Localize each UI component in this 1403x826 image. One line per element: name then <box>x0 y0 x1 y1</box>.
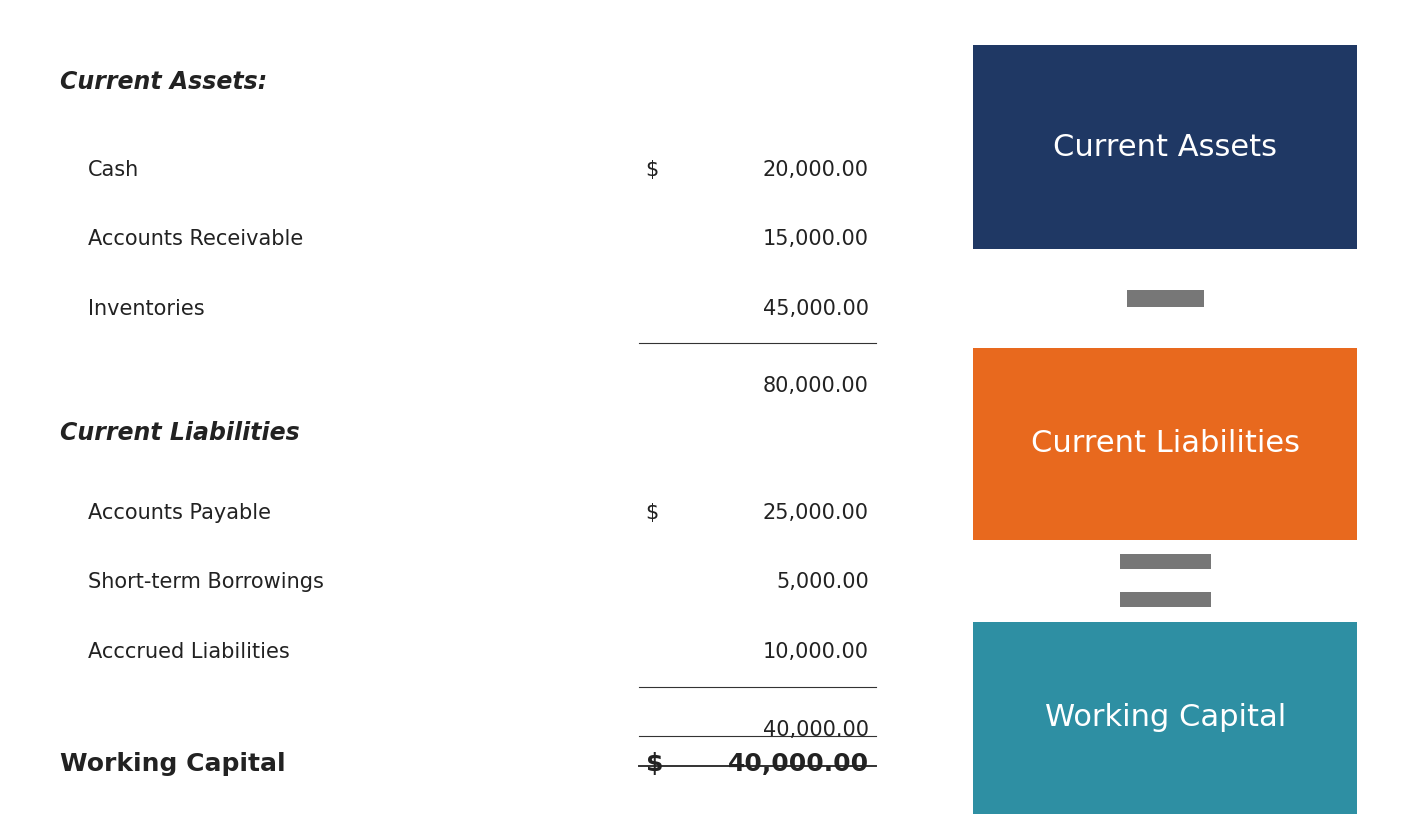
FancyBboxPatch shape <box>1120 554 1211 569</box>
Text: Short-term Borrowings: Short-term Borrowings <box>88 572 324 592</box>
Text: 25,000.00: 25,000.00 <box>763 503 868 523</box>
FancyBboxPatch shape <box>974 45 1357 249</box>
FancyBboxPatch shape <box>1127 291 1204 306</box>
Text: 15,000.00: 15,000.00 <box>763 229 868 249</box>
Text: 40,000.00: 40,000.00 <box>728 752 868 776</box>
Text: 20,000.00: 20,000.00 <box>763 159 868 179</box>
Text: $: $ <box>645 503 659 523</box>
Text: $: $ <box>645 159 659 179</box>
FancyBboxPatch shape <box>974 348 1357 539</box>
FancyBboxPatch shape <box>974 621 1357 814</box>
Text: Working Capital: Working Capital <box>1045 703 1287 732</box>
Text: Accounts Receivable: Accounts Receivable <box>88 229 303 249</box>
Text: Acccrued Liabilities: Acccrued Liabilities <box>88 642 289 662</box>
Text: 80,000.00: 80,000.00 <box>763 376 868 396</box>
Text: Current Assets: Current Assets <box>1054 133 1277 162</box>
Text: 45,000.00: 45,000.00 <box>763 298 868 319</box>
Text: $: $ <box>645 752 664 776</box>
Text: Cash: Cash <box>88 159 139 179</box>
Text: Inventories: Inventories <box>88 298 205 319</box>
Text: Accounts Payable: Accounts Payable <box>88 503 271 523</box>
FancyBboxPatch shape <box>1120 592 1211 607</box>
Text: Current Liabilities: Current Liabilities <box>1031 430 1299 458</box>
Text: Current Assets:: Current Assets: <box>60 69 267 93</box>
Text: 5,000.00: 5,000.00 <box>776 572 868 592</box>
Text: 10,000.00: 10,000.00 <box>763 642 868 662</box>
Text: Current Liabilities: Current Liabilities <box>60 421 300 445</box>
Text: 40,000.00: 40,000.00 <box>763 719 868 739</box>
Text: Working Capital: Working Capital <box>60 752 286 776</box>
